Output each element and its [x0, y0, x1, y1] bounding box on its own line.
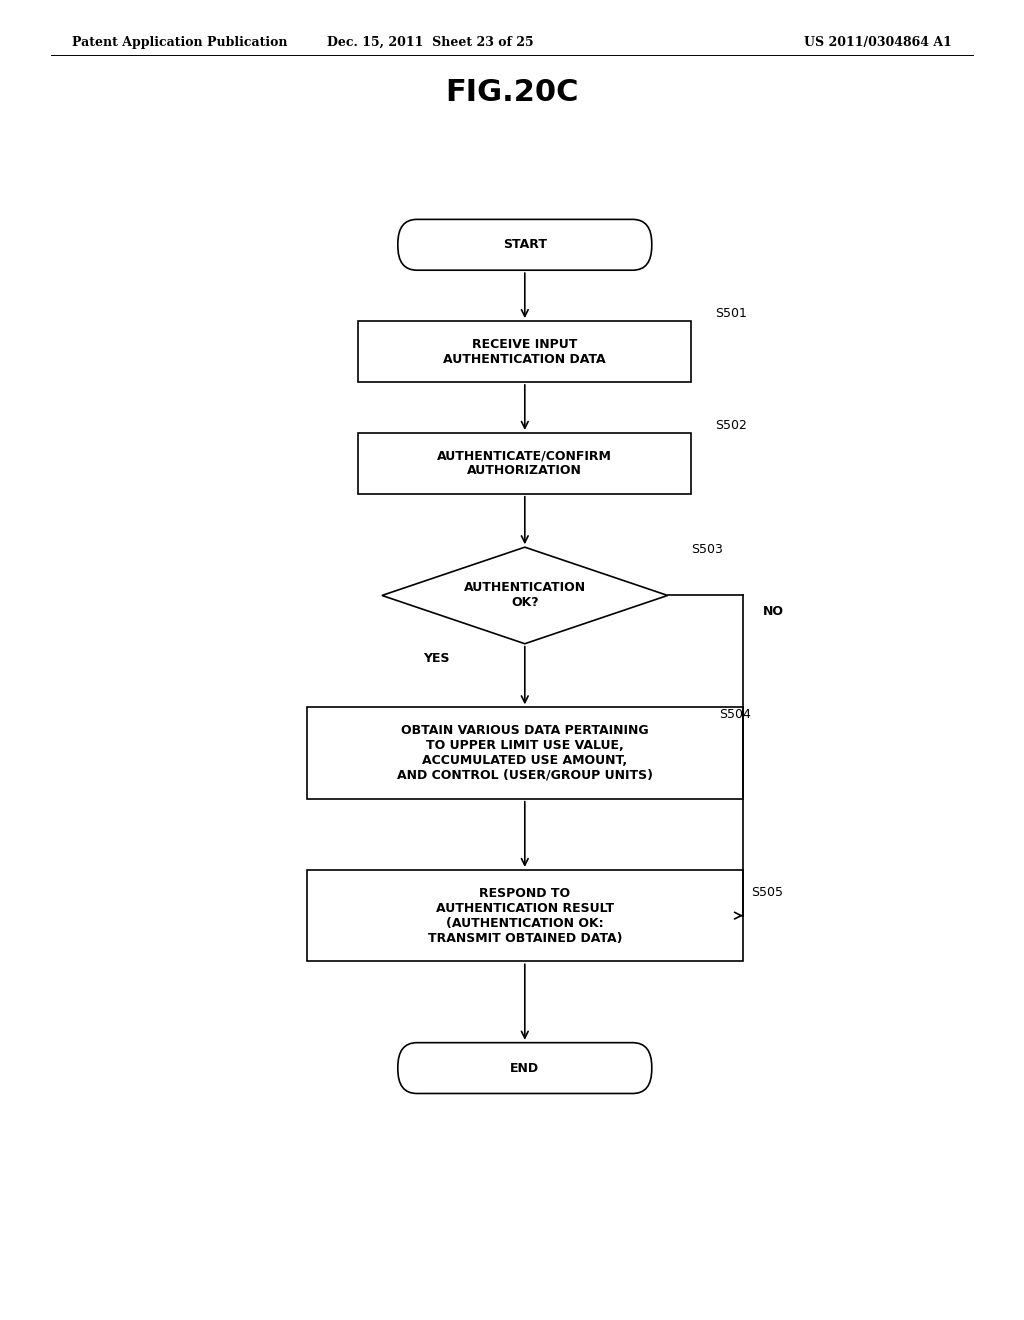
Text: AUTHENTICATION
OK?: AUTHENTICATION OK? [464, 581, 586, 610]
FancyBboxPatch shape [306, 708, 743, 799]
Text: OBTAIN VARIOUS DATA PERTAINING
TO UPPER LIMIT USE VALUE,
ACCUMULATED USE AMOUNT,: OBTAIN VARIOUS DATA PERTAINING TO UPPER … [396, 723, 653, 781]
Text: S501: S501 [715, 308, 748, 321]
Text: YES: YES [423, 652, 450, 665]
Text: NO: NO [763, 605, 784, 618]
Polygon shape [382, 548, 668, 644]
FancyBboxPatch shape [358, 321, 691, 381]
FancyBboxPatch shape [397, 1043, 651, 1093]
FancyBboxPatch shape [397, 219, 651, 271]
Text: S504: S504 [719, 708, 752, 721]
Text: END: END [510, 1061, 540, 1074]
Text: S505: S505 [751, 886, 783, 899]
Text: Dec. 15, 2011  Sheet 23 of 25: Dec. 15, 2011 Sheet 23 of 25 [327, 36, 534, 49]
Text: AUTHENTICATE/CONFIRM
AUTHORIZATION: AUTHENTICATE/CONFIRM AUTHORIZATION [437, 449, 612, 478]
Text: FIG.20C: FIG.20C [445, 78, 579, 107]
Text: RESPOND TO
AUTHENTICATION RESULT
(AUTHENTICATION OK:
TRANSMIT OBTAINED DATA): RESPOND TO AUTHENTICATION RESULT (AUTHEN… [428, 887, 622, 945]
FancyBboxPatch shape [306, 870, 743, 961]
Text: S503: S503 [691, 544, 723, 556]
Text: S502: S502 [715, 420, 748, 432]
FancyBboxPatch shape [358, 433, 691, 494]
Text: START: START [503, 239, 547, 251]
Text: Patent Application Publication: Patent Application Publication [72, 36, 287, 49]
Text: RECEIVE INPUT
AUTHENTICATION DATA: RECEIVE INPUT AUTHENTICATION DATA [443, 338, 606, 366]
Text: US 2011/0304864 A1: US 2011/0304864 A1 [805, 36, 952, 49]
